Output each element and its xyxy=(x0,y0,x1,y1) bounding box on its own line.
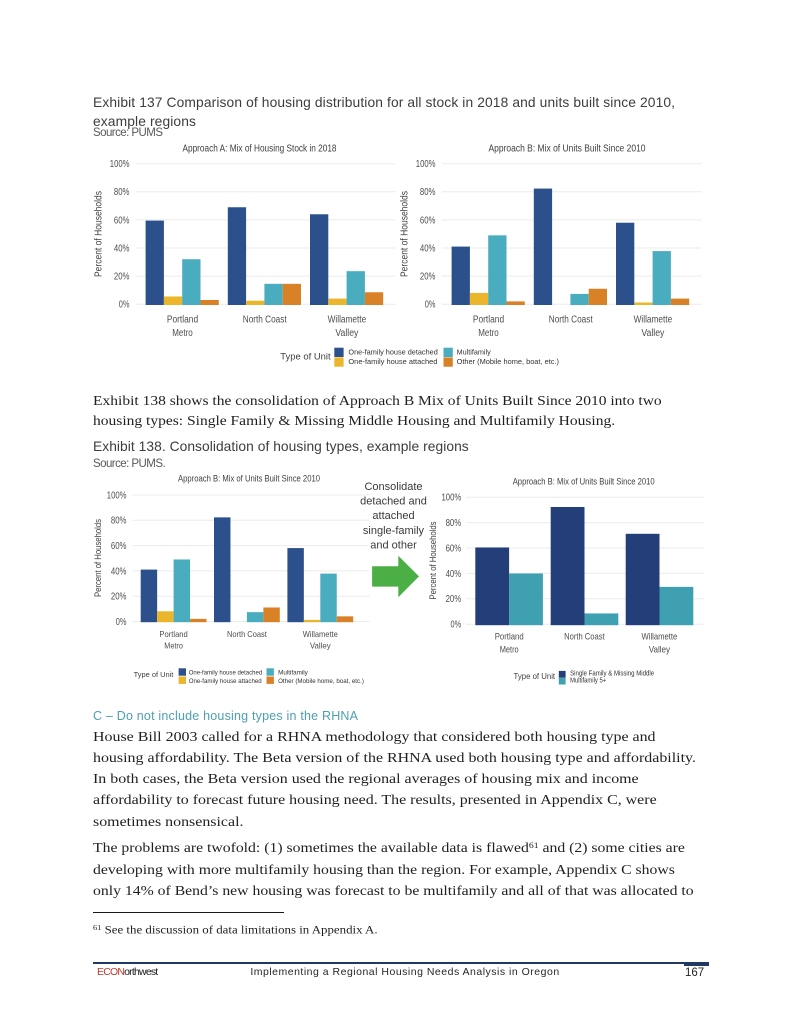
svg-text:Willamette: Willamette xyxy=(642,632,678,642)
svg-text:60%: 60% xyxy=(420,215,436,226)
svg-text:0%: 0% xyxy=(425,300,436,311)
svg-text:attached: attached xyxy=(372,510,414,522)
svg-text:20%: 20% xyxy=(114,272,130,283)
svg-text:Type of Unit: Type of Unit xyxy=(280,352,331,362)
svg-text:One-family house detached: One-family house detached xyxy=(189,670,263,677)
svg-text:North Coast: North Coast xyxy=(564,632,605,642)
svg-text:Type of Unit: Type of Unit xyxy=(514,672,556,681)
svg-text:Willamette: Willamette xyxy=(328,315,367,326)
svg-text:Other (Mobile home, boat, etc.: Other (Mobile home, boat, etc.) xyxy=(278,678,364,685)
svg-text:Metro: Metro xyxy=(478,328,499,339)
svg-text:80%: 80% xyxy=(111,516,127,527)
svg-text:20%: 20% xyxy=(446,594,462,605)
svg-text:60%: 60% xyxy=(446,543,462,554)
svg-text:Single Family & Missing Middle: Single Family & Missing Middle xyxy=(570,671,654,678)
svg-text:One-family house attached: One-family house attached xyxy=(348,357,437,366)
svg-text:Percent of Households: Percent of Households xyxy=(428,521,438,599)
svg-text:Multifamily: Multifamily xyxy=(278,670,309,677)
svg-text:North Coast: North Coast xyxy=(227,629,267,639)
svg-text:100%: 100% xyxy=(107,490,127,501)
svg-text:single-family: single-family xyxy=(363,525,425,537)
svg-text:Willamette: Willamette xyxy=(303,629,338,639)
svg-text:100%: 100% xyxy=(110,159,130,170)
svg-text:Valley: Valley xyxy=(649,645,671,655)
svg-text:0%: 0% xyxy=(451,620,462,631)
svg-text:Portland: Portland xyxy=(473,315,504,326)
svg-text:Valley: Valley xyxy=(641,328,664,339)
svg-text:20%: 20% xyxy=(111,592,127,603)
svg-text:Percent of Households: Percent of Households xyxy=(400,191,411,277)
svg-text:40%: 40% xyxy=(446,569,462,580)
svg-text:60%: 60% xyxy=(111,541,127,552)
svg-text:Type of Unit: Type of Unit xyxy=(134,670,175,679)
svg-text:Approach A: Mix of Housing Sto: Approach A: Mix of Housing Stock in 2018 xyxy=(183,144,337,155)
svg-text:80%: 80% xyxy=(114,187,130,198)
svg-text:Valley: Valley xyxy=(310,641,332,651)
svg-text:Approach B: Mix of Units Built: Approach B: Mix of Units Built Since 201… xyxy=(489,144,646,155)
svg-text:100%: 100% xyxy=(442,493,462,504)
svg-text:and other: and other xyxy=(370,539,417,551)
svg-text:One-family house detached: One-family house detached xyxy=(348,348,437,357)
svg-text:Portland: Portland xyxy=(159,629,188,639)
svg-text:Approach B: Mix of Units Built: Approach B: Mix of Units Built Since 201… xyxy=(513,476,655,486)
svg-text:Metro: Metro xyxy=(172,328,193,339)
svg-text:40%: 40% xyxy=(420,243,436,254)
svg-text:North Coast: North Coast xyxy=(549,315,593,326)
svg-text:Valley: Valley xyxy=(335,328,358,339)
svg-text:North Coast: North Coast xyxy=(243,315,287,326)
svg-text:Portland: Portland xyxy=(167,315,198,326)
svg-text:20%: 20% xyxy=(420,272,436,283)
svg-text:Approach B: Mix of Units Built: Approach B: Mix of Units Built Since 201… xyxy=(178,474,320,484)
svg-text:60%: 60% xyxy=(114,215,130,226)
svg-text:Percent of Households: Percent of Households xyxy=(93,519,103,597)
svg-text:80%: 80% xyxy=(420,187,436,198)
svg-text:Metro: Metro xyxy=(164,641,183,651)
svg-text:40%: 40% xyxy=(114,243,130,254)
svg-text:Percent of Households: Percent of Households xyxy=(94,191,105,277)
svg-text:Metro: Metro xyxy=(500,645,519,655)
svg-text:100%: 100% xyxy=(416,159,436,170)
svg-text:Multifamily 5+: Multifamily 5+ xyxy=(570,677,606,684)
svg-text:detached and: detached and xyxy=(360,496,427,508)
svg-text:Portland: Portland xyxy=(495,632,524,642)
svg-text:40%: 40% xyxy=(111,566,127,577)
svg-text:0%: 0% xyxy=(119,300,130,311)
svg-text:One-family house attached: One-family house attached xyxy=(189,678,262,685)
svg-text:0%: 0% xyxy=(116,617,127,628)
svg-text:Other (Mobile home, boat, etc.: Other (Mobile home, boat, etc.) xyxy=(457,357,559,366)
svg-text:Multifamily: Multifamily xyxy=(457,348,491,357)
svg-text:Willamette: Willamette xyxy=(634,315,673,326)
svg-text:80%: 80% xyxy=(446,518,462,529)
svg-text:Consolidate: Consolidate xyxy=(364,481,422,493)
